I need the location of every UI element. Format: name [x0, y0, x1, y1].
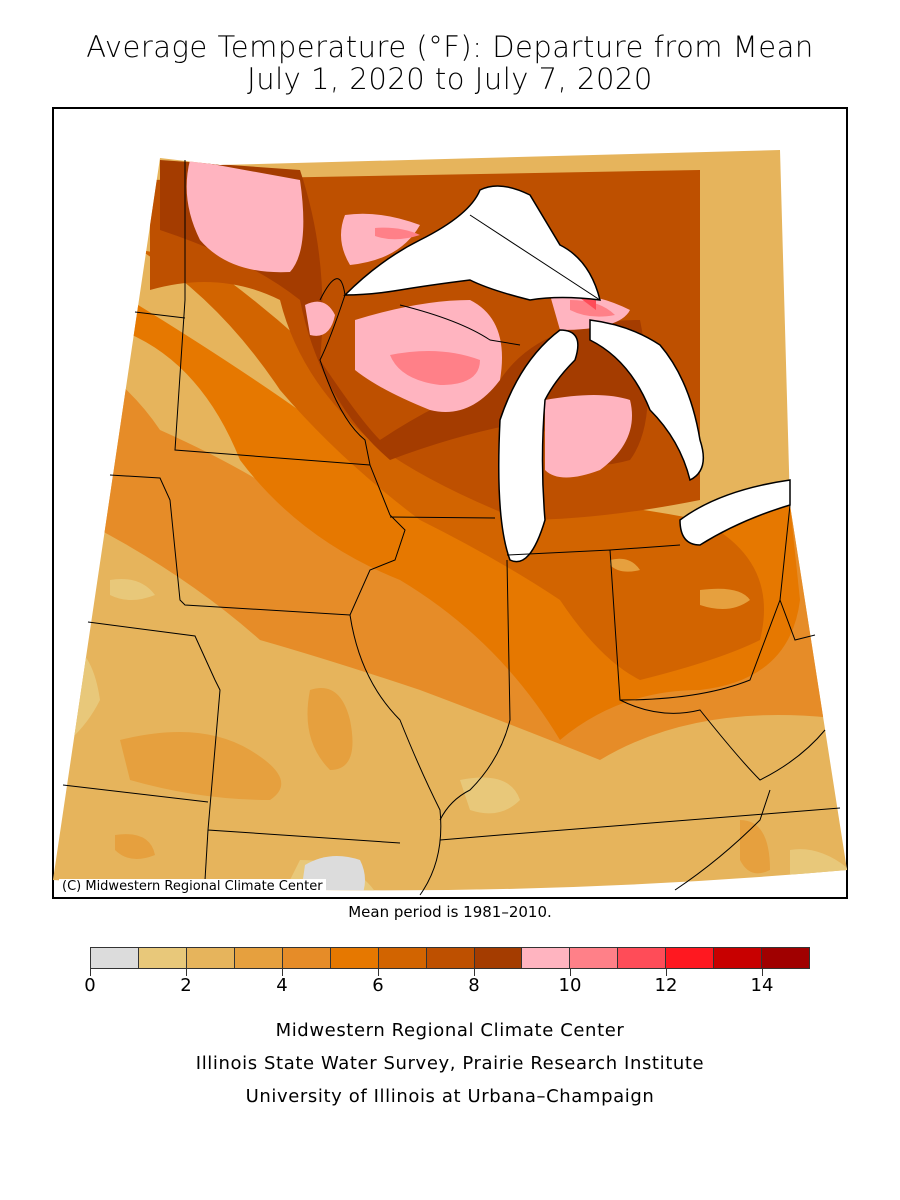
- legend-swatch: [762, 948, 810, 968]
- map-credit: (C) Midwestern Regional Climate Center: [59, 879, 326, 894]
- legend-tick-label: 6: [372, 975, 384, 996]
- legend-tick-label: 12: [654, 975, 678, 996]
- map-title: Average Temperature (°F): Departure from…: [86, 30, 814, 64]
- legend-swatch: [234, 948, 283, 968]
- legend-swatch: [282, 948, 331, 968]
- state-boundaries: [62, 160, 841, 896]
- legend-tick: [666, 968, 667, 976]
- legend-swatch: [426, 948, 475, 968]
- legend-tick-label: 8: [468, 975, 480, 996]
- legend-swatch: [330, 948, 379, 968]
- legend-tick-label: 10: [558, 975, 582, 996]
- lake-erie: [679, 479, 791, 546]
- mean-period-note: Mean period is 1981–2010.: [348, 903, 552, 921]
- lake-michigan: [498, 329, 579, 563]
- legend-tick-label: 14: [750, 975, 774, 996]
- legend-tick: [282, 968, 283, 976]
- legend-swatch: [522, 948, 571, 968]
- legend-tick: [90, 968, 91, 976]
- legend-swatch: [570, 948, 619, 968]
- legend-swatch: [474, 948, 523, 968]
- legend-tick: [378, 968, 379, 976]
- legend-swatch: [378, 948, 427, 968]
- legend-swatch: [618, 948, 667, 968]
- color-legend: [90, 947, 810, 969]
- lakes: [343, 185, 791, 563]
- legend-tick: [186, 968, 187, 976]
- legend-swatch: [714, 948, 763, 968]
- legend-swatch: [186, 948, 235, 968]
- lake-huron: [589, 319, 705, 482]
- legend-tick-label: 2: [180, 975, 192, 996]
- legend-swatch: [666, 948, 715, 968]
- lake-superior: [343, 185, 601, 301]
- legend-tick: [474, 968, 475, 976]
- legend-swatch: [138, 948, 187, 968]
- footer-survey: Illinois State Water Survey, Prairie Res…: [195, 1053, 705, 1074]
- legend-tick-label: 4: [276, 975, 288, 996]
- legend-tick: [762, 968, 763, 976]
- region-9-10: [186, 160, 632, 478]
- legend-tick-label: 0: [84, 975, 96, 996]
- region-6-7: [140, 250, 764, 680]
- legend-tick: [570, 968, 571, 976]
- footer-university: University of Illinois at Urbana–Champai…: [245, 1086, 655, 1107]
- map-date-range: July 1, 2020 to July 7, 2020: [247, 62, 653, 96]
- region-3-4: [115, 558, 770, 874]
- legend-swatch: [91, 948, 139, 968]
- footer-org: Midwestern Regional Climate Center: [275, 1020, 625, 1041]
